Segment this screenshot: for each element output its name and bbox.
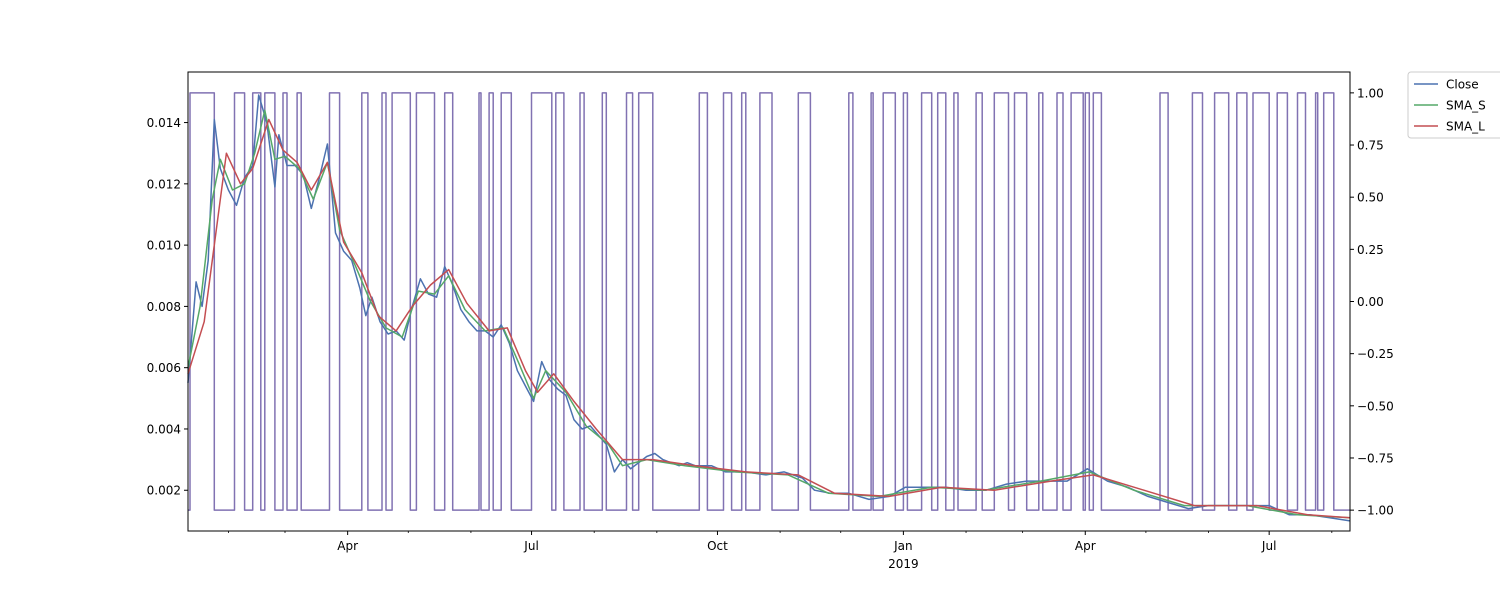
y-right-tick-label: 0.25 — [1357, 243, 1384, 257]
y-right-tick-label: 0.00 — [1357, 295, 1384, 309]
x-tick-label: Jul — [523, 539, 538, 553]
y-left-tick-label: 0.010 — [147, 239, 181, 253]
y-right-tick-label: 0.50 — [1357, 191, 1384, 205]
y-left-tick-label: 0.014 — [147, 116, 181, 130]
y-left-tick-label: 0.012 — [147, 177, 181, 191]
y-right-tick-label: 1.00 — [1357, 86, 1384, 100]
x-year-label: 2019 — [888, 557, 919, 571]
legend-label-sma-s: SMA_S — [1446, 99, 1486, 113]
signal-series-line — [188, 92, 1350, 511]
y-right-tick-label: −1.00 — [1357, 504, 1394, 518]
legend: Close SMA_S SMA_L — [1407, 71, 1500, 139]
y-left-tick-label: 0.004 — [147, 422, 181, 436]
legend-label-close: Close — [1446, 78, 1479, 92]
y-right-tick-label: −0.75 — [1357, 451, 1394, 465]
axis-layer: 0.002 0.004 0.006 0.008 0.010 0.012 0.014 −1.00… — [147, 86, 1394, 571]
y-left-tick-label: 0.002 — [147, 484, 181, 498]
series-layer — [187, 92, 1351, 522]
x-tick-label: Jul — [1261, 539, 1276, 553]
y-right-tick-label: −0.50 — [1357, 399, 1394, 413]
y-right-tick-label: −0.25 — [1357, 347, 1394, 361]
sma-l-series-line — [187, 118, 1351, 519]
x-tick-label: Apr — [337, 539, 358, 553]
legend-frame — [1407, 71, 1500, 139]
legend-label-sma-l: SMA_L — [1446, 120, 1485, 134]
y-left-tick-label: 0.006 — [147, 361, 181, 375]
close-series-line — [187, 94, 1351, 522]
y-left-tick-label: 0.008 — [147, 300, 181, 314]
x-tick-label: Oct — [707, 539, 728, 553]
y-right-tick-label: 0.75 — [1357, 139, 1384, 153]
x-tick-label: Apr — [1075, 539, 1096, 553]
x-tick-label: Jan — [893, 539, 913, 553]
